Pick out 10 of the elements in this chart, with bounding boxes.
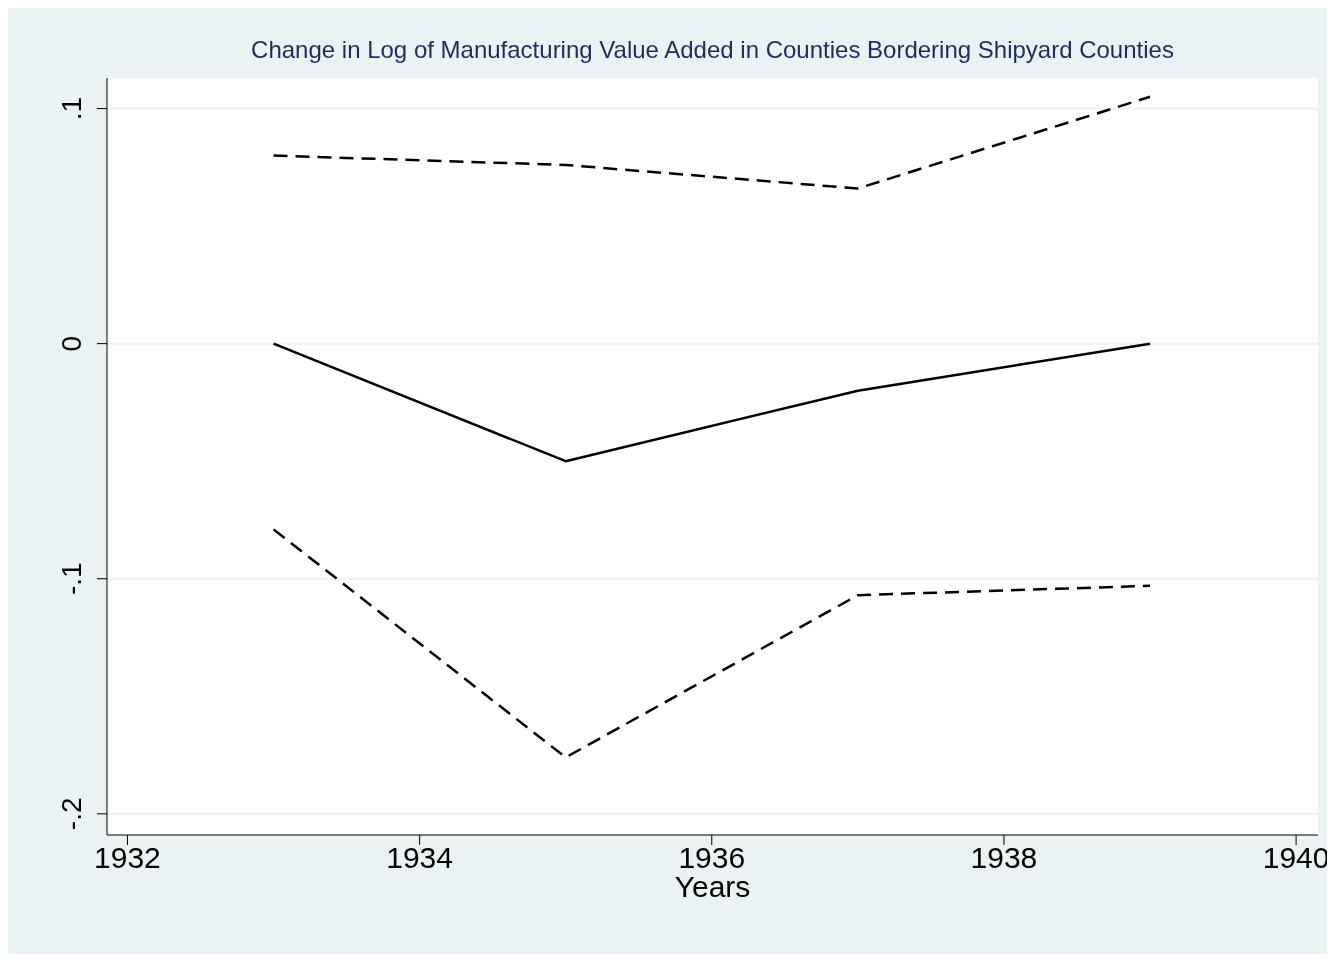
y-tick-label: 0 (56, 335, 87, 352)
y-tick-label: -.2 (56, 797, 87, 831)
x-tick-label: 1932 (94, 841, 161, 875)
x-tick-label: 1934 (386, 841, 453, 875)
x-tick-label: 1938 (970, 841, 1038, 875)
line-series (272, 528, 1152, 759)
y-tick-label: .1 (56, 96, 87, 121)
chart-title: Change in Log of Manufacturing Value Added in Counties Bordering Shipyard Counties (250, 36, 1175, 64)
line-series (272, 95, 1152, 190)
y-tick-label: -.1 (56, 562, 87, 596)
